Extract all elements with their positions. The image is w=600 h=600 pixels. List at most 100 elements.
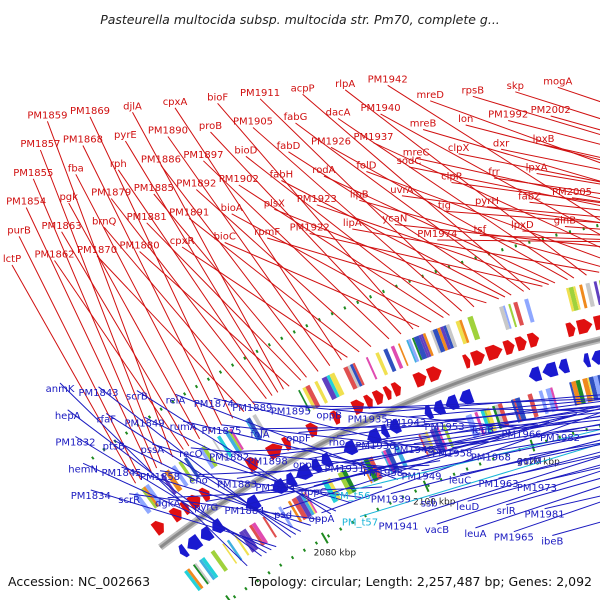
gene-label-fabz: fabZ bbox=[518, 191, 541, 202]
forward-feature-block bbox=[566, 287, 575, 312]
genome-backbone bbox=[158, 336, 600, 551]
forward-gene-labels: lctPpurBPM1854PM1855PM1857PM1859PM1862PM… bbox=[3, 74, 592, 265]
reverse-feature-block bbox=[186, 568, 204, 590]
reverse-leader-line bbox=[229, 441, 489, 453]
forward-leader-line bbox=[132, 112, 284, 390]
gene-label-pm1894: PM1894 bbox=[255, 483, 295, 494]
forward-feature-block bbox=[302, 386, 317, 410]
forward-leader-line bbox=[82, 145, 223, 426]
gene-label-leud: leuD bbox=[456, 502, 479, 513]
gene-label-pm1858: PM1858 bbox=[140, 472, 180, 483]
forward-feature-block bbox=[568, 286, 579, 311]
gene-label-pm1923: PM1923 bbox=[297, 194, 337, 205]
gene-label-pm1891: PM1891 bbox=[169, 207, 209, 218]
forward-leader-line bbox=[309, 233, 543, 287]
gene-label-prob: proB bbox=[199, 121, 222, 132]
forward-leader-line bbox=[46, 121, 174, 458]
forward-gene-arrow bbox=[565, 322, 576, 338]
gene-label-lon: lon bbox=[458, 114, 473, 125]
reverse-leader-line bbox=[413, 415, 600, 445]
reverse-gene-arrow bbox=[558, 358, 570, 374]
gene-label-pm1889: PM1889 bbox=[232, 403, 272, 414]
reverse-feature-block bbox=[201, 557, 219, 579]
gene-label-lctp: lctP bbox=[3, 254, 21, 265]
gene-label-mreb: mreB bbox=[410, 119, 437, 130]
gene-label-pm1938: PM1938 bbox=[363, 468, 403, 479]
gene-label-pm1885: PM1885 bbox=[134, 183, 174, 194]
reverse-leader-line bbox=[152, 443, 352, 504]
reverse-leader-line bbox=[383, 423, 600, 468]
forward-leader-line bbox=[302, 93, 531, 291]
gene-label-pm1922: PM1922 bbox=[290, 223, 330, 234]
gene-label-pm1926: PM1926 bbox=[311, 136, 351, 147]
forward-leader-line bbox=[160, 164, 319, 372]
gene-label-vacb: vacB bbox=[425, 525, 450, 536]
accession-text: Accession: NC_002663 bbox=[8, 574, 150, 589]
gene-label-oppb: oppB bbox=[316, 411, 342, 422]
forward-leader-line bbox=[359, 199, 600, 267]
reverse-gene-labels: anmK hepA PM1832 hemN PM1834 PM1843 rfaF ptsB PM… bbox=[46, 384, 580, 548]
gene-label-pgk: pgk bbox=[59, 192, 78, 203]
forward-leader-line bbox=[54, 260, 184, 450]
gene-label-fold: folD bbox=[356, 161, 376, 172]
forward-leader-line bbox=[75, 174, 212, 433]
gene-label-pm1958: PM1958 bbox=[432, 449, 472, 460]
gene-label-sodc: sodC bbox=[397, 156, 422, 167]
reverse-feature-block bbox=[368, 456, 383, 480]
reverse-leader-line bbox=[144, 416, 337, 512]
gene-label-oppd: oppD bbox=[293, 460, 320, 471]
forward-leader-line bbox=[181, 246, 348, 358]
forward-leader-line bbox=[245, 155, 450, 316]
forward-gene-arrow bbox=[390, 382, 401, 397]
gene-label-pyre: pyrE bbox=[114, 130, 137, 141]
forward-feature-block bbox=[445, 324, 458, 348]
gene-label-lipb: lipB bbox=[350, 189, 369, 200]
gene-label-pm1881: PM1881 bbox=[127, 212, 167, 223]
forward-leader-line bbox=[25, 207, 152, 473]
forward-gene-arrow bbox=[412, 372, 427, 388]
forward-gene-arrow bbox=[150, 520, 164, 536]
reverse-feature-block bbox=[222, 543, 238, 564]
gene-label-pm1870: PM1870 bbox=[77, 245, 117, 256]
gene-label-glnb: glnB bbox=[554, 216, 576, 227]
forward-leader-line bbox=[174, 107, 342, 361]
forward-feature-block bbox=[455, 320, 467, 345]
forward-feature-block bbox=[375, 352, 389, 376]
gene-label-pm1931: PM1931 bbox=[325, 464, 365, 475]
forward-gene-arrow bbox=[168, 507, 182, 523]
forward-gene-arrow bbox=[462, 354, 471, 369]
reverse-gene-arrow bbox=[200, 525, 215, 541]
forward-leader-line bbox=[430, 100, 600, 164]
reverse-leader-line bbox=[390, 439, 600, 495]
gene-label-psd: psd bbox=[274, 510, 292, 521]
gene-label-pm1981: PM1981 bbox=[525, 510, 565, 521]
gene-label-skp: skp bbox=[507, 81, 524, 92]
forward-leader-line bbox=[401, 195, 600, 224]
forward-leader-line bbox=[408, 166, 600, 207]
gene-label-biof: bioF bbox=[207, 92, 228, 103]
gene-label-pm1982: PM1982 bbox=[540, 433, 580, 444]
gene-label-rpmf: rpmF bbox=[254, 227, 280, 238]
forward-leader-line bbox=[437, 239, 600, 243]
gene-label-frr: frr bbox=[488, 167, 500, 178]
forward-feature-block bbox=[349, 363, 363, 387]
forward-leader-line bbox=[444, 210, 600, 224]
gene-label-pm_t56: PM_t56 bbox=[334, 491, 370, 502]
reverse-leader-line bbox=[67, 409, 262, 557]
forward-feature-block bbox=[252, 414, 268, 437]
gene-label-pm1905: PM1905 bbox=[233, 117, 273, 128]
gene-label-pm_t57: PM_t57 bbox=[342, 518, 378, 529]
forward-feature-block bbox=[593, 281, 600, 306]
forward-feature-block bbox=[422, 333, 434, 357]
forward-feature-block bbox=[499, 306, 510, 331]
reverse-leader-line bbox=[221, 424, 462, 453]
reverse-leader-line bbox=[506, 477, 600, 506]
forward-gene-arrow bbox=[425, 366, 442, 383]
forward-leader-line bbox=[188, 217, 360, 353]
reverse-feature-block bbox=[575, 379, 586, 405]
forward-leader-line bbox=[493, 177, 600, 194]
forward-leader-line bbox=[32, 178, 158, 469]
reverse-leader-line bbox=[113, 439, 302, 532]
forward-leader-line bbox=[479, 235, 600, 240]
reverse-feature-block bbox=[210, 549, 228, 572]
